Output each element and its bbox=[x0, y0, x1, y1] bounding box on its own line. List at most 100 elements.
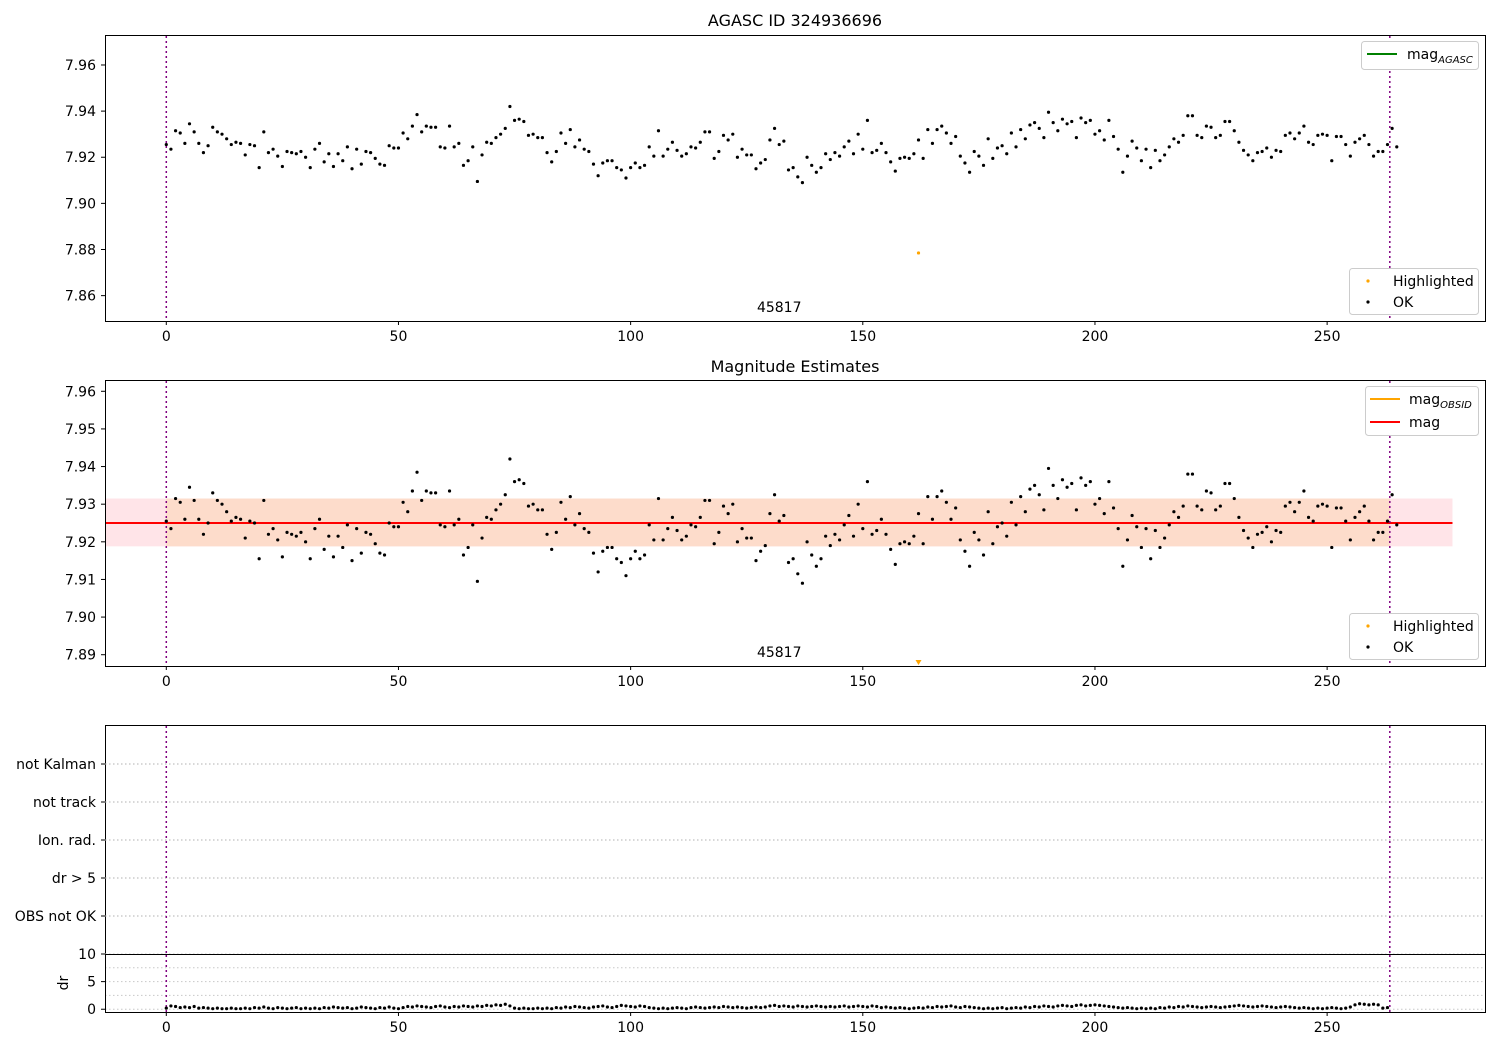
data-point-ok bbox=[582, 1005, 586, 1010]
data-point-ok bbox=[930, 517, 935, 521]
data-point-ok bbox=[457, 1005, 461, 1009]
data-point-ok bbox=[1051, 1005, 1055, 1009]
data-point-ok bbox=[1098, 129, 1102, 133]
data-point-ok bbox=[1195, 133, 1199, 137]
data-point-ok bbox=[624, 1004, 628, 1008]
data-point-ok bbox=[796, 572, 800, 576]
data-point-ok bbox=[1000, 1005, 1004, 1010]
data-point-ok bbox=[1214, 508, 1218, 512]
data-point-ok bbox=[995, 525, 1000, 529]
data-point-ok bbox=[624, 176, 628, 180]
data-point-ok bbox=[1353, 140, 1357, 144]
data-point-ok bbox=[963, 161, 967, 165]
data-point-ok bbox=[670, 515, 675, 519]
data-point-ok bbox=[494, 136, 498, 140]
data-point-ok bbox=[540, 508, 545, 512]
data-point-ok bbox=[1218, 504, 1222, 508]
data-point-ok bbox=[1019, 1006, 1023, 1010]
data-point-ok bbox=[308, 1007, 312, 1011]
data-point-ok bbox=[1302, 489, 1306, 493]
data-point-ok bbox=[772, 493, 777, 497]
data-point-highlighted bbox=[915, 660, 922, 665]
panel-2-legend-bottom: Highlighted OK bbox=[1349, 613, 1479, 660]
data-point-ok bbox=[596, 570, 600, 574]
data-point-ok bbox=[1325, 504, 1329, 508]
data-point-ok bbox=[512, 1006, 517, 1010]
data-point-ok bbox=[1149, 166, 1153, 170]
data-point-ok bbox=[638, 1004, 642, 1008]
data-point-ok bbox=[378, 162, 382, 166]
data-point-ok bbox=[1200, 1005, 1204, 1010]
data-point-ok bbox=[680, 538, 684, 542]
data-point-ok bbox=[1098, 496, 1102, 501]
data-point-ok bbox=[717, 530, 721, 535]
data-point-ok bbox=[661, 154, 665, 158]
data-point-ok bbox=[1176, 515, 1181, 519]
data-point-ok bbox=[763, 157, 767, 162]
data-point-ok bbox=[735, 155, 740, 159]
data-point-ok bbox=[364, 149, 368, 154]
data-point-ok bbox=[225, 1007, 229, 1011]
data-point-ok bbox=[1353, 515, 1357, 519]
data-point-ok bbox=[313, 1006, 317, 1010]
data-point-ok bbox=[526, 1007, 531, 1011]
data-point-ok bbox=[1019, 495, 1023, 499]
data-point-ok bbox=[331, 555, 336, 559]
data-point-ok bbox=[707, 130, 712, 134]
data-point-ok bbox=[164, 519, 168, 523]
data-point-ok bbox=[424, 1005, 428, 1009]
data-point-ok bbox=[935, 495, 939, 499]
y-tick-label: 7.90 bbox=[65, 196, 96, 212]
data-point-ok bbox=[420, 498, 424, 503]
data-point-ok bbox=[350, 1007, 354, 1011]
data-point-ok bbox=[512, 480, 517, 484]
data-point-ok bbox=[554, 1005, 558, 1010]
data-point-ok bbox=[1302, 124, 1306, 128]
data-point-ok bbox=[916, 138, 921, 142]
panel-agasc: AGASC ID 324936696 45817 0 50 100 150 200 250… bbox=[65, 11, 1486, 345]
data-point-ok bbox=[164, 1006, 168, 1010]
data-point-ok bbox=[280, 555, 284, 559]
data-point-ok bbox=[1251, 1005, 1255, 1009]
data-point-ok bbox=[1283, 133, 1287, 137]
data-point-ok bbox=[1279, 149, 1283, 154]
data-point-ok bbox=[582, 527, 586, 531]
data-point-ok bbox=[1320, 132, 1325, 136]
data-point-ok bbox=[624, 574, 628, 578]
data-point-ok bbox=[183, 517, 187, 521]
data-point-ok bbox=[1251, 159, 1255, 163]
data-point-ok bbox=[847, 139, 851, 143]
data-point-ok bbox=[694, 146, 698, 150]
data-point-ok bbox=[1028, 1005, 1032, 1010]
data-point-ok bbox=[717, 149, 721, 154]
data-point-ok bbox=[1121, 564, 1125, 568]
panel-1-vlines bbox=[165, 36, 1391, 321]
data-point-ok bbox=[889, 1005, 893, 1010]
data-point-ok bbox=[1260, 1004, 1264, 1008]
data-point-ok bbox=[364, 1005, 368, 1010]
data-point-ok bbox=[861, 147, 865, 151]
x-tick-label: 150 bbox=[849, 1020, 876, 1036]
data-point-ok bbox=[573, 1004, 577, 1009]
data-point-ok bbox=[782, 139, 786, 143]
data-point-ok bbox=[833, 151, 837, 155]
data-point-ok bbox=[1037, 1005, 1041, 1009]
legend-label-mag-agasc: magAGASC bbox=[1407, 47, 1473, 66]
data-point-ok bbox=[1362, 133, 1366, 137]
data-point-ok bbox=[884, 532, 888, 536]
data-point-ok bbox=[601, 1004, 605, 1008]
data-point-ok bbox=[981, 163, 986, 167]
data-point-ok bbox=[1218, 1005, 1222, 1010]
data-point-ok bbox=[791, 1005, 795, 1009]
data-point-ok bbox=[861, 527, 865, 531]
data-point-ok bbox=[967, 1005, 972, 1009]
data-point-ok bbox=[856, 502, 860, 506]
legend-label-mag-obsid: magOBSID bbox=[1409, 392, 1472, 411]
data-point-ok bbox=[1116, 1005, 1120, 1010]
x-tick-label: 50 bbox=[390, 674, 408, 690]
data-point-ok bbox=[577, 1005, 582, 1009]
data-point-ok bbox=[531, 502, 535, 506]
data-point-ok bbox=[1362, 1002, 1366, 1006]
data-point-ok bbox=[745, 1006, 749, 1010]
data-point-ok bbox=[577, 138, 582, 142]
